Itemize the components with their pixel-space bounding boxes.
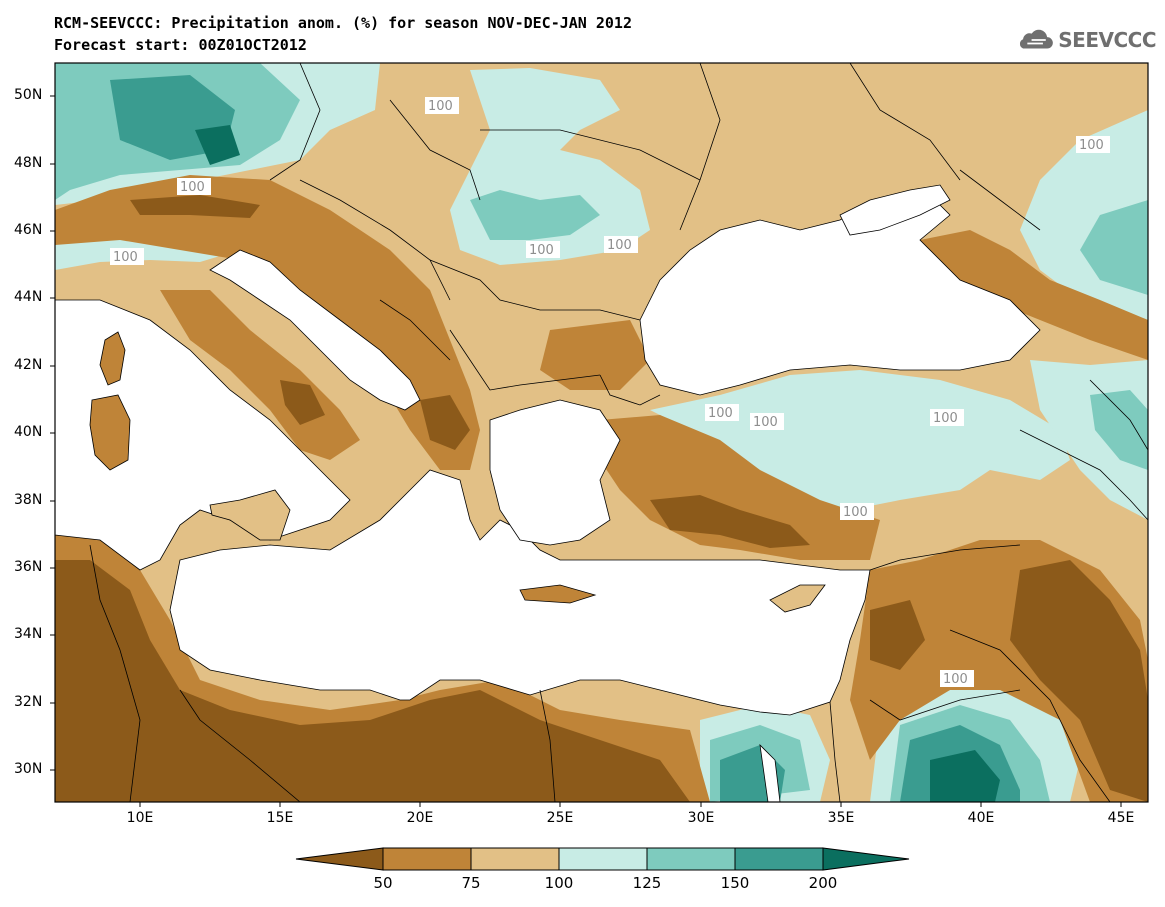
colorbar-label: 75 bbox=[461, 874, 481, 892]
svg-text:100: 100 bbox=[843, 505, 868, 520]
contour-label: 100 bbox=[940, 670, 974, 687]
colorbar bbox=[295, 847, 910, 871]
aegean-sea bbox=[489, 399, 621, 546]
colorbar-label: 100 bbox=[544, 874, 574, 892]
contour-label: 100 bbox=[526, 241, 560, 258]
dark-brown-alps bbox=[130, 195, 260, 218]
contour-labels: 100 100 100 100 100 100 100 100 100 100 … bbox=[110, 97, 1110, 687]
forecast-start-subtitle: Forecast start: 00Z01OCT2012 bbox=[54, 36, 307, 54]
lon-tick-label: 30E bbox=[687, 810, 715, 826]
azov-sea bbox=[839, 184, 951, 236]
colorbar-segment-125-150 bbox=[646, 847, 736, 871]
contour-label: 100 bbox=[604, 236, 638, 253]
contour-label: 100 bbox=[705, 404, 739, 421]
lat-tick-label: 48N bbox=[14, 155, 43, 171]
adriatic-sea bbox=[209, 249, 421, 411]
dark-brown-iraq bbox=[1010, 560, 1148, 802]
dark-brown-levant bbox=[870, 600, 925, 670]
lat-tick-label: 40N bbox=[14, 424, 43, 440]
colorbar-segment-75-100 bbox=[470, 847, 560, 871]
svg-text:100: 100 bbox=[943, 672, 968, 687]
medium-teal-region-russia bbox=[1080, 200, 1148, 295]
lat-tick-label: 34N bbox=[14, 626, 43, 642]
lon-tick-label: 10E bbox=[126, 810, 154, 826]
lat-tick-label: 32N bbox=[14, 694, 43, 710]
svg-text:100: 100 bbox=[529, 243, 554, 258]
seevccc-logo: SEEVCCC bbox=[1016, 22, 1156, 58]
sicily-island bbox=[209, 489, 291, 541]
dark-brown-italy bbox=[280, 380, 325, 425]
lat-tick-label: 42N bbox=[14, 357, 43, 373]
country-borders bbox=[89, 63, 1148, 802]
dark-brown-greece bbox=[420, 395, 470, 450]
contour-label: 100 bbox=[840, 503, 874, 520]
lat-tick-label: 46N bbox=[14, 222, 43, 238]
dark-brown-north-africa bbox=[55, 560, 690, 802]
svg-text:100: 100 bbox=[753, 415, 778, 430]
contour-label: 100 bbox=[930, 409, 964, 426]
svg-text:100: 100 bbox=[708, 406, 733, 421]
svg-text:100: 100 bbox=[113, 250, 138, 265]
red-sea-gulf bbox=[759, 743, 781, 802]
svg-text:100: 100 bbox=[1079, 138, 1104, 153]
colorbar-segment-50-75 bbox=[382, 847, 472, 871]
lon-tick-label: 20E bbox=[406, 810, 434, 826]
darkest-teal-region-bohemia bbox=[195, 125, 240, 165]
contour-label: 100 bbox=[425, 97, 459, 114]
brown-band-hungary bbox=[270, 250, 420, 345]
lat-tick-label: 36N bbox=[14, 559, 43, 575]
brown-band-ukraine bbox=[920, 230, 1148, 360]
map-title: RCM-SEEVCCC: Precipitation anom. (%) for… bbox=[54, 14, 632, 32]
svg-text:100: 100 bbox=[607, 238, 632, 253]
cyprus-island bbox=[769, 584, 826, 613]
sardinia-island bbox=[89, 394, 131, 471]
svg-text:100: 100 bbox=[428, 99, 453, 114]
brown-band-alps-balkans bbox=[55, 175, 480, 470]
lon-tick-label: 15E bbox=[266, 810, 294, 826]
lat-tick-label: 50N bbox=[14, 87, 43, 103]
lat-tick-label: 44N bbox=[14, 289, 43, 305]
axis-tick-marks bbox=[50, 95, 1122, 807]
lat-tick-label: 30N bbox=[14, 761, 43, 777]
colorbar-lower-arrow bbox=[295, 847, 384, 871]
colorbar-segment-150-200 bbox=[734, 847, 824, 871]
colorbar-label: 200 bbox=[808, 874, 838, 892]
contour-label: 100 bbox=[110, 248, 144, 265]
mediterranean-sea bbox=[55, 299, 871, 716]
darkest-teal-region-arabia bbox=[930, 750, 1000, 802]
lon-tick-label: 40E bbox=[967, 810, 995, 826]
lon-tick-label: 45E bbox=[1107, 810, 1135, 826]
colorbar-upper-arrow bbox=[822, 847, 910, 871]
anomaly-field bbox=[55, 63, 1148, 802]
contour-label: 100 bbox=[1076, 136, 1110, 153]
medium-teal-region-georgia bbox=[1090, 390, 1148, 470]
lon-tick-label: 25E bbox=[546, 810, 574, 826]
logo-text: SEEVCCC bbox=[1058, 28, 1156, 52]
colorbar-label: 50 bbox=[373, 874, 393, 892]
svg-text:100: 100 bbox=[180, 180, 205, 195]
teal-region-anatolia bbox=[650, 370, 1070, 510]
contour-label: 100 bbox=[177, 178, 211, 195]
lon-tick-label: 35E bbox=[827, 810, 855, 826]
black-sea bbox=[639, 194, 1041, 396]
medium-teal-region-romania bbox=[470, 190, 600, 240]
brown-band-bulgaria bbox=[540, 320, 650, 390]
colorbar-label: 125 bbox=[632, 874, 662, 892]
svg-text:100: 100 bbox=[933, 411, 958, 426]
contour-label: 100 bbox=[750, 413, 784, 430]
colorbar-segment-100-125 bbox=[558, 847, 648, 871]
crete-island bbox=[519, 584, 597, 604]
dark-brown-turkey bbox=[650, 495, 810, 548]
cloud-logo-icon bbox=[1019, 29, 1053, 49]
colorbar-label: 150 bbox=[720, 874, 750, 892]
lat-tick-label: 38N bbox=[14, 492, 43, 508]
corsica-island bbox=[99, 331, 126, 386]
